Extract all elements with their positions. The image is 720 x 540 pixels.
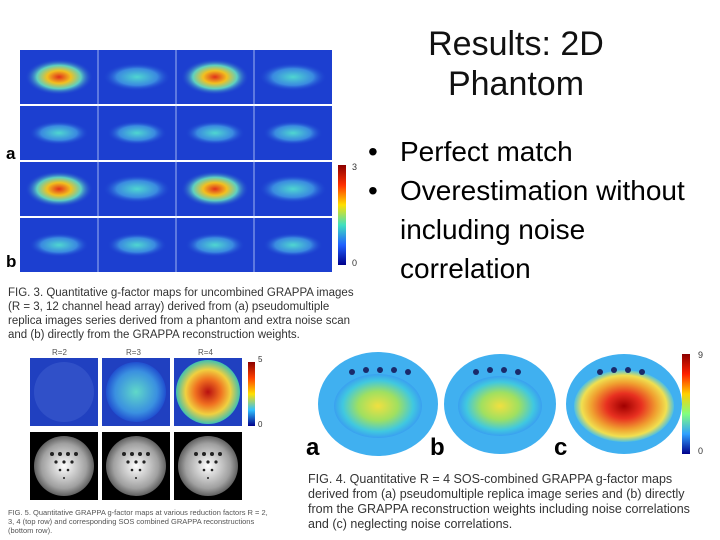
fig5-maps: [30, 358, 255, 500]
fig4-panel-label-a: a: [306, 434, 320, 461]
fig4-caption: FIG. 4. Quantitative R = 4 SOS-combined …: [308, 472, 690, 531]
fig5-r-label: R=4: [198, 348, 213, 357]
fig4-panel-a-map: [318, 352, 438, 456]
fig4-colorbar: [682, 354, 690, 454]
fig3-colorbar-min: 0: [352, 258, 358, 268]
fig5-r-label: R=2: [52, 348, 67, 357]
fig3-grid: [97, 50, 255, 272]
fig4-panel-c-map: [566, 354, 682, 454]
fig3-panel-label-b: b: [6, 252, 17, 271]
fig3-colorbar-max: 3: [352, 162, 358, 172]
title-line-2: Phantom: [447, 65, 585, 103]
fig3-gfactor-maps: [20, 50, 346, 272]
fig4-panel-label-c: c: [554, 434, 568, 461]
fig5-r-label: R=3: [126, 348, 141, 357]
bullet-item: Overestimation without including noise c…: [364, 171, 704, 288]
fig5-colorbar-min: 0: [258, 420, 263, 429]
fig4-colorbar-min: 0: [698, 446, 704, 456]
slide-title: Results: 2D Phantom: [396, 24, 636, 104]
fig3-colorbar: [338, 165, 346, 265]
bullet-item: Perfect match: [364, 132, 704, 171]
fig4-colorbar-max: 9: [698, 350, 704, 360]
title-line-1: Results: 2D: [428, 25, 604, 63]
bullet-list: Perfect match Overestimation without inc…: [364, 132, 704, 288]
fig5-colorbar: [248, 362, 255, 426]
fig5-colorbar-max: 5: [258, 355, 263, 364]
fig5-phantom-dots: [50, 452, 222, 479]
fig5-bottom-row: [30, 432, 242, 500]
fig4-maps: [318, 352, 690, 456]
fig4-panel-b-map: [444, 354, 556, 454]
fig4-phantom-dots: [349, 367, 645, 375]
fig3-caption: FIG. 3. Quantitative g-factor maps for u…: [8, 287, 354, 341]
fig5-top-row: [30, 358, 242, 426]
fig3-panel-label-a: a: [6, 144, 16, 163]
fig4-panel-label-b: b: [430, 434, 445, 461]
fig5-caption: FIG. 5. Quantitative GRAPPA g-factor map…: [8, 508, 268, 535]
